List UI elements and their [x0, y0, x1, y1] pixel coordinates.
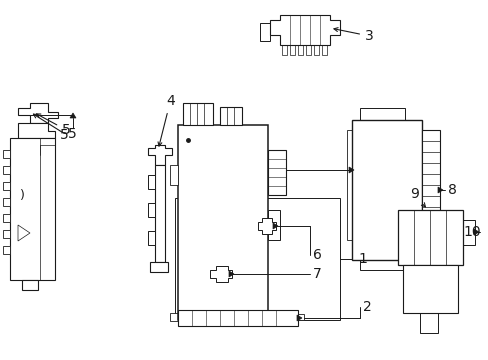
- Polygon shape: [3, 198, 10, 206]
- Polygon shape: [473, 229, 478, 235]
- Polygon shape: [258, 218, 275, 234]
- Polygon shape: [148, 145, 172, 165]
- Text: 3: 3: [333, 28, 373, 43]
- Polygon shape: [18, 225, 30, 241]
- Text: 10: 10: [462, 225, 480, 239]
- Bar: [389, 227, 397, 235]
- Polygon shape: [18, 103, 58, 123]
- Text: 5: 5: [37, 114, 71, 137]
- Text: 5: 5: [68, 127, 77, 141]
- Polygon shape: [150, 262, 168, 272]
- Bar: [175, 198, 339, 320]
- Polygon shape: [148, 203, 155, 217]
- Bar: [267, 150, 285, 195]
- Bar: [267, 210, 280, 240]
- Bar: [421, 130, 439, 245]
- Polygon shape: [148, 175, 155, 189]
- Polygon shape: [209, 266, 231, 282]
- Polygon shape: [3, 214, 10, 222]
- Bar: [313, 45, 318, 55]
- Bar: [305, 45, 310, 55]
- Bar: [419, 313, 437, 333]
- Polygon shape: [272, 223, 278, 229]
- Text: 5: 5: [60, 128, 69, 142]
- Text: ): ): [20, 189, 24, 202]
- Polygon shape: [3, 166, 10, 174]
- Polygon shape: [3, 246, 10, 254]
- Polygon shape: [3, 150, 10, 158]
- Bar: [389, 239, 397, 247]
- Bar: [407, 273, 447, 301]
- Polygon shape: [228, 271, 234, 277]
- Polygon shape: [148, 231, 155, 245]
- Text: 4: 4: [158, 94, 174, 146]
- Bar: [178, 125, 267, 320]
- Polygon shape: [70, 113, 76, 118]
- Bar: [170, 165, 178, 185]
- Bar: [321, 45, 326, 55]
- Polygon shape: [437, 187, 442, 193]
- Polygon shape: [269, 15, 339, 45]
- Text: 9: 9: [409, 187, 425, 207]
- Bar: [282, 45, 286, 55]
- Polygon shape: [296, 315, 302, 321]
- Bar: [397, 210, 462, 265]
- Bar: [289, 45, 294, 55]
- Text: 7: 7: [312, 267, 321, 281]
- Polygon shape: [22, 280, 38, 290]
- Bar: [178, 310, 297, 326]
- Polygon shape: [10, 138, 55, 280]
- Text: 2: 2: [362, 300, 371, 314]
- Bar: [346, 130, 351, 240]
- Bar: [351, 120, 421, 260]
- Bar: [359, 260, 404, 270]
- Bar: [389, 251, 397, 259]
- Polygon shape: [3, 182, 10, 190]
- Text: 1: 1: [357, 252, 366, 266]
- Bar: [359, 108, 404, 120]
- Bar: [389, 215, 397, 223]
- Text: 6: 6: [312, 248, 321, 262]
- Polygon shape: [155, 165, 164, 262]
- Text: 8: 8: [447, 183, 456, 197]
- Bar: [402, 265, 457, 313]
- Bar: [462, 220, 474, 245]
- Bar: [170, 313, 178, 321]
- Polygon shape: [18, 123, 55, 138]
- Bar: [297, 314, 304, 320]
- Polygon shape: [3, 230, 10, 238]
- Bar: [220, 107, 242, 125]
- Bar: [183, 103, 213, 125]
- Polygon shape: [348, 167, 353, 173]
- Bar: [297, 45, 303, 55]
- Bar: [260, 23, 269, 41]
